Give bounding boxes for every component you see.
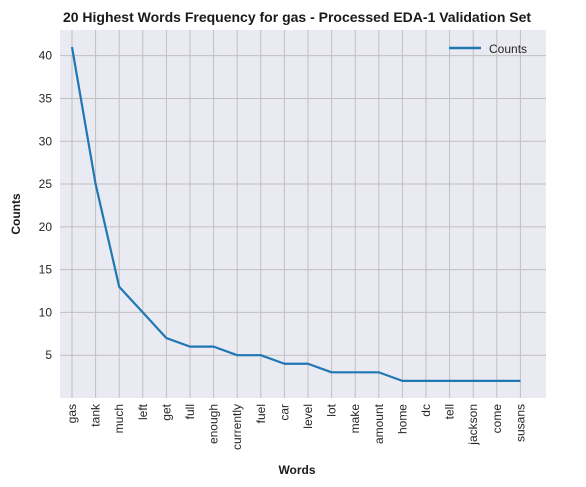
x-tick-label: susans	[513, 404, 527, 442]
x-tick-label: amount	[372, 403, 386, 444]
x-tick-label: make	[348, 404, 362, 434]
y-tick-label: 35	[39, 91, 53, 105]
x-tick-label: home	[395, 404, 409, 434]
x-tick-label: full	[183, 404, 197, 419]
x-tick-label: jackson	[466, 404, 480, 446]
y-tick-label: 40	[39, 49, 53, 63]
y-axis-label: Counts	[9, 193, 23, 235]
x-tick-label: tell	[443, 404, 457, 419]
x-tick-label: car	[277, 404, 291, 421]
y-tick-label: 5	[45, 348, 52, 362]
x-tick-label: get	[159, 403, 173, 420]
grid-lines	[60, 30, 546, 398]
x-tick-label: left	[136, 403, 150, 420]
x-tick-label: gas	[65, 404, 79, 423]
x-tick-label: come	[490, 404, 504, 434]
x-tick-label: currently	[230, 404, 244, 450]
x-axis-label: Words	[278, 463, 315, 477]
x-tick-label: tank	[89, 403, 103, 427]
legend: Counts	[449, 42, 527, 56]
series-line-counts	[70, 46, 521, 382]
x-tick-label: lot	[325, 403, 339, 416]
x-tick-label: enough	[207, 404, 221, 444]
y-tick-label: 30	[39, 134, 53, 148]
x-axis-ticks: gas tank much left get full enough currently fue…	[65, 403, 527, 450]
x-tick-label: dc	[419, 404, 433, 417]
plot-area	[60, 30, 546, 398]
y-tick-label: 20	[39, 220, 53, 234]
x-tick-label: fuel	[254, 404, 268, 423]
x-tick-label: much	[112, 404, 126, 433]
chart-title: 20 Highest Words Frequency for gas - Pro…	[63, 9, 531, 25]
y-tick-label: 10	[39, 305, 53, 319]
y-axis-ticks: 5 10 15 20 25 30 35 40	[39, 49, 53, 363]
x-tick-label: level	[301, 404, 315, 429]
legend-label-counts: Counts	[489, 42, 527, 56]
y-tick-label: 25	[39, 177, 53, 191]
y-tick-label: 15	[39, 263, 53, 277]
